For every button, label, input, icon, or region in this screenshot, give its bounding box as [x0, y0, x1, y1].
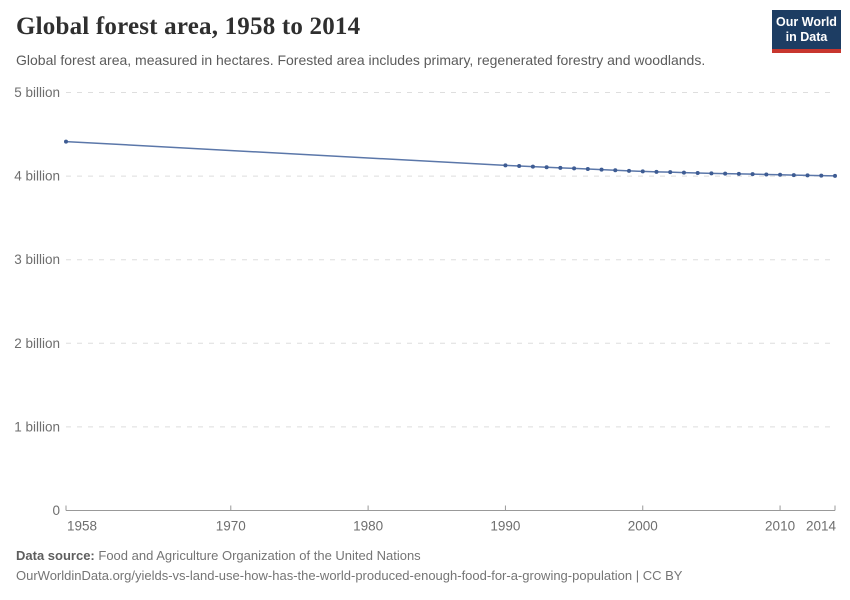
- data-point[interactable]: [654, 169, 659, 174]
- data-point[interactable]: [627, 168, 632, 173]
- data-point[interactable]: [805, 173, 810, 178]
- data-point[interactable]: [695, 171, 700, 176]
- y-tick-label: 4 billion: [14, 169, 60, 184]
- data-point[interactable]: [668, 170, 673, 175]
- data-point[interactable]: [572, 166, 577, 171]
- data-point[interactable]: [530, 164, 535, 169]
- series-line: [65, 140, 836, 177]
- y-tick-label: 0: [52, 503, 60, 518]
- x-tick-label: 2010: [765, 519, 795, 534]
- data-point[interactable]: [585, 166, 590, 171]
- data-point[interactable]: [723, 171, 728, 176]
- data-point[interactable]: [791, 173, 796, 178]
- y-tick-label: 2 billion: [14, 336, 60, 351]
- data-source-line: Data source: Food and Agriculture Organi…: [16, 548, 421, 563]
- x-tick-label: 2000: [628, 519, 658, 534]
- data-source-label: Data source:: [16, 548, 95, 563]
- y-tick-label: 5 billion: [14, 85, 60, 100]
- data-point[interactable]: [709, 171, 714, 176]
- y-tick-label: 3 billion: [14, 252, 60, 267]
- data-point[interactable]: [64, 139, 68, 144]
- x-tick-label: 1970: [216, 519, 246, 534]
- data-point[interactable]: [544, 165, 549, 170]
- chart-canvas: 0 1 billion 2 billion 3 billion 4 billion 5 b…: [14, 85, 837, 534]
- x-tick-label: 1990: [490, 519, 520, 534]
- data-point[interactable]: [778, 172, 783, 177]
- chart-title: Global forest area, 1958 to 2014: [16, 13, 361, 40]
- owid-logo-line2: in Data: [785, 30, 828, 44]
- data-point[interactable]: [599, 167, 604, 172]
- data-point[interactable]: [558, 165, 563, 170]
- data-point[interactable]: [736, 171, 741, 176]
- x-tick-label: 1980: [353, 519, 383, 534]
- data-point[interactable]: [517, 163, 522, 168]
- data-point[interactable]: [613, 168, 618, 173]
- y-tick-label: 1 billion: [14, 419, 60, 434]
- owid-logo[interactable]: Our World in Data: [772, 10, 841, 53]
- data-point[interactable]: [681, 170, 686, 175]
- x-tick-label: 2014: [806, 519, 837, 534]
- data-point[interactable]: [833, 173, 837, 178]
- data-point[interactable]: [640, 169, 645, 174]
- data-point[interactable]: [503, 163, 508, 168]
- data-source-text: Food and Agriculture Organization of the…: [98, 548, 421, 563]
- owid-logo-line1: Our World: [776, 15, 837, 29]
- data-point[interactable]: [750, 172, 755, 177]
- data-point[interactable]: [764, 172, 769, 177]
- chart-subtitle: Global forest area, measured in hectares…: [16, 52, 706, 68]
- data-point[interactable]: [819, 173, 824, 178]
- x-tick-label: 1958: [67, 519, 97, 534]
- license-url-line[interactable]: OurWorldinData.org/yields-vs-land-use-ho…: [16, 568, 683, 583]
